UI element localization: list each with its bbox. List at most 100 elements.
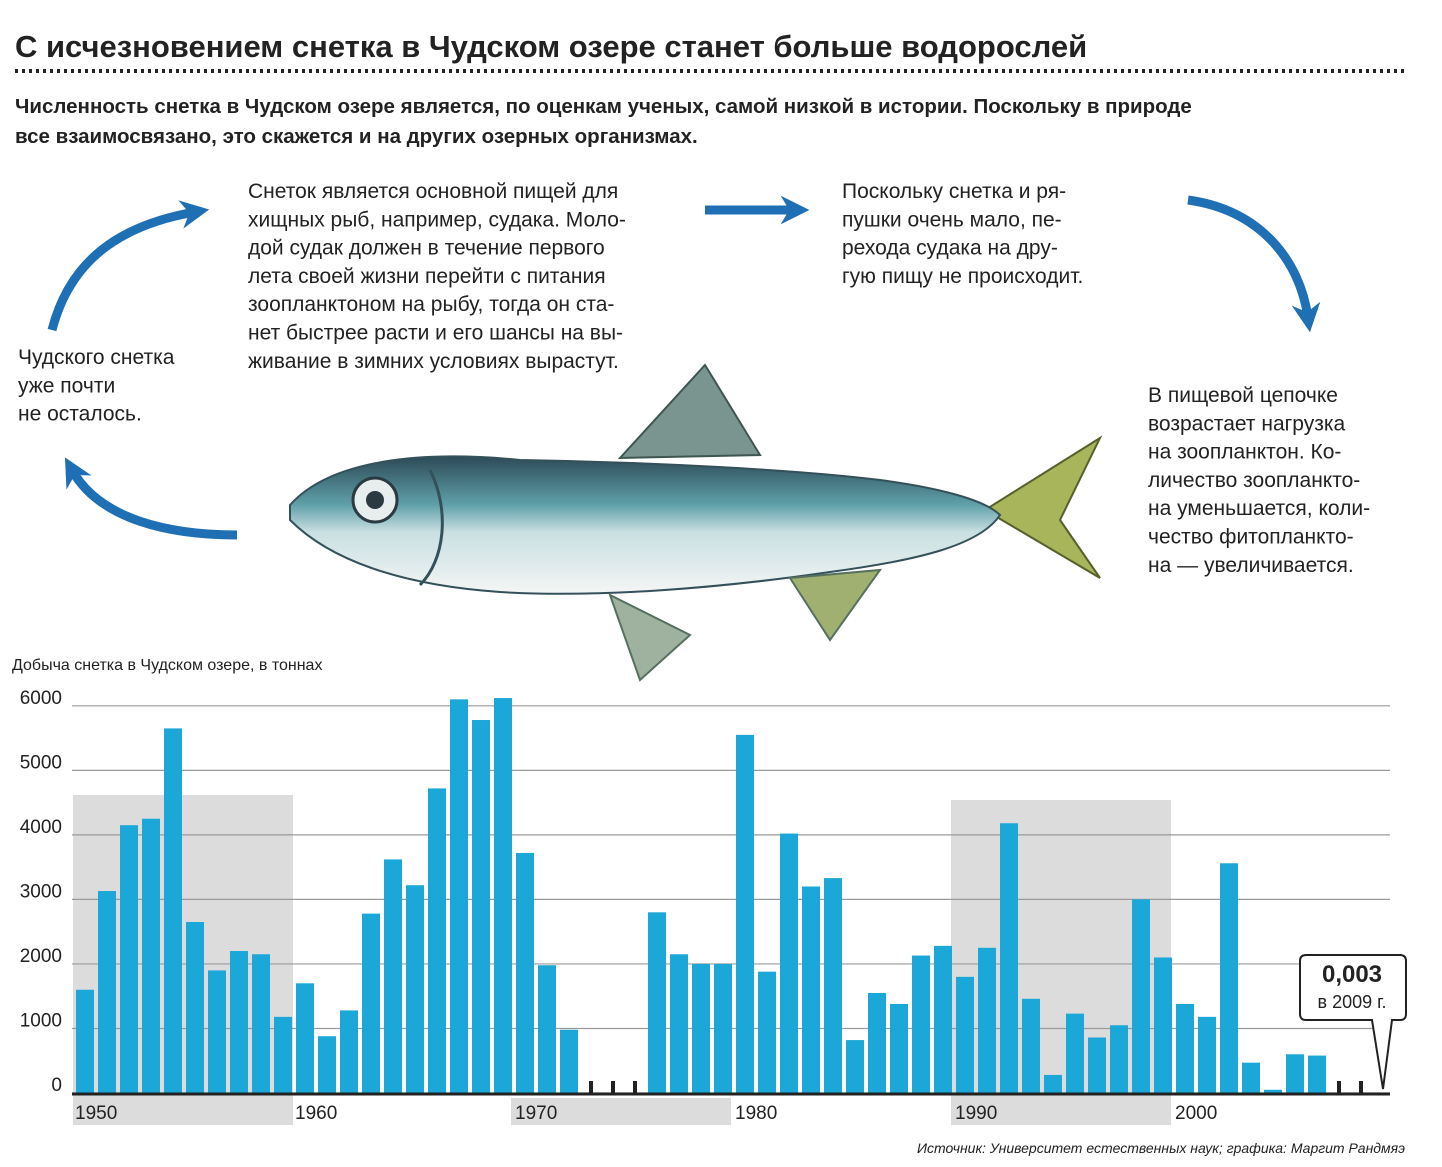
arrow (47, 200, 210, 332)
bar (780, 833, 798, 1093)
source: Источник: Университет естественных наук;… (917, 1140, 1405, 1156)
text-line: чество фитопланкто- (1148, 526, 1354, 549)
x-tick-label: 1970 (515, 1103, 557, 1124)
bar (1154, 957, 1172, 1093)
subtitle: Численность снетка в Чудском озере являе… (15, 95, 1192, 148)
bar (1044, 1074, 1062, 1093)
bar (890, 1003, 908, 1093)
fish-pupil (366, 491, 384, 509)
bar (978, 947, 996, 1093)
bar (846, 1040, 864, 1093)
anal-fin (788, 568, 883, 642)
text-blocks: Снеток является основной пищей для хищных… (18, 180, 1370, 577)
y-tick-label: 2000 (20, 946, 62, 967)
bar (98, 891, 116, 1093)
bar (868, 992, 886, 1093)
bar (406, 885, 424, 1093)
bar (362, 913, 380, 1093)
text-line: Чудского снетка (18, 346, 175, 369)
bar (76, 989, 94, 1093)
text-line: живание в зимних условиях вырастут. (248, 350, 619, 373)
no-data-marker (611, 1081, 615, 1093)
bar (538, 965, 556, 1093)
no-data-marker (1337, 1081, 1341, 1093)
text-line: рехода судака на дру- (842, 237, 1058, 260)
text-line: Поскольку снетка и ря- (842, 180, 1066, 203)
text-line: дой судак должен в течение первого (248, 237, 605, 260)
bar (1286, 1054, 1304, 1093)
bar (428, 788, 446, 1093)
y-tick-label: 4000 (20, 817, 62, 838)
text-line: на — увеличивается. (1148, 554, 1354, 577)
cycle-arrows (47, 195, 1321, 540)
bar (516, 852, 534, 1093)
fish-illustration (289, 363, 1103, 682)
bar (164, 728, 182, 1093)
text-line: В пищевой цепочке (1148, 384, 1338, 407)
text-line: не осталось. (18, 403, 142, 426)
bar (802, 886, 820, 1093)
text-line: нет быстрее расти и его шансы на вы- (248, 322, 623, 345)
bar (1066, 1013, 1084, 1093)
chart-title: Добыча снетка в Чудском озере, в тоннах (12, 657, 322, 674)
callout (1299, 954, 1407, 1090)
text-line: гую пищу не происходит. (842, 265, 1083, 288)
x-tick-label: 2000 (1175, 1103, 1217, 1124)
bar (912, 955, 930, 1093)
text-line: пушки очень мало, пе- (842, 208, 1062, 231)
bar (1220, 863, 1238, 1093)
text-line: хищных рыб, например, судака. Моло- (248, 208, 626, 231)
text-line: лета своей жизни перейти с питания (248, 265, 606, 288)
subtitle-line: Численность снетка в Чудском озере являе… (15, 95, 1192, 118)
bar (340, 1010, 358, 1093)
annotation-value: 0,003 (1322, 961, 1382, 988)
bar (1264, 1089, 1282, 1093)
x-tick-label: 1960 (295, 1103, 337, 1124)
text-line: Снеток является основной пищей для (248, 180, 618, 203)
subtitle-line: все взаимосвязано, это скажется и на дру… (15, 125, 698, 148)
y-tick-label: 5000 (20, 752, 62, 773)
x-tick-label: 1950 (75, 1103, 117, 1124)
arrow (64, 457, 238, 540)
y-tick-label: 6000 (20, 688, 62, 709)
bar (208, 970, 226, 1093)
dorsal-fin (617, 363, 762, 460)
bar (824, 878, 842, 1093)
bar (1022, 998, 1040, 1093)
no-data-marker (589, 1081, 593, 1093)
bar (1132, 899, 1150, 1093)
bar-chart: 0 1000 2000 3000 4000 5000 6000 1950 1960 1970 198… (20, 688, 1407, 1124)
text-line: зоопланктоном на рыбу, тогда он ста- (248, 293, 614, 316)
text-line: возрастает нагрузка (1148, 412, 1346, 435)
y-tick-label: 1000 (20, 1010, 62, 1031)
arrow (1187, 195, 1321, 333)
x-tick-label: 1990 (955, 1103, 997, 1124)
bar (692, 963, 710, 1093)
band (511, 1098, 731, 1125)
text-line: на зоопланктон. Ко- (1148, 441, 1341, 464)
bar (186, 921, 204, 1093)
bar (714, 963, 732, 1093)
bar (1198, 1016, 1216, 1093)
bar (318, 1036, 336, 1093)
bar (560, 1029, 578, 1093)
y-tick-label: 0 (51, 1075, 62, 1096)
y-tick-label: 3000 (20, 881, 62, 902)
bar (956, 976, 974, 1093)
text-line: уже почти (18, 374, 115, 397)
bar (1000, 823, 1018, 1093)
bar (472, 720, 490, 1093)
no-data-marker (633, 1081, 637, 1093)
fish-body (289, 455, 1002, 595)
tail (983, 435, 1103, 579)
bar (450, 699, 468, 1093)
gill (418, 469, 444, 587)
bar (274, 1016, 292, 1093)
text-line: на уменьшается, коли- (1148, 497, 1370, 520)
bar (1242, 1062, 1260, 1093)
bar (1176, 1003, 1194, 1093)
bar (648, 912, 666, 1093)
bar (296, 983, 314, 1093)
bar (252, 954, 270, 1093)
bar (142, 818, 160, 1093)
